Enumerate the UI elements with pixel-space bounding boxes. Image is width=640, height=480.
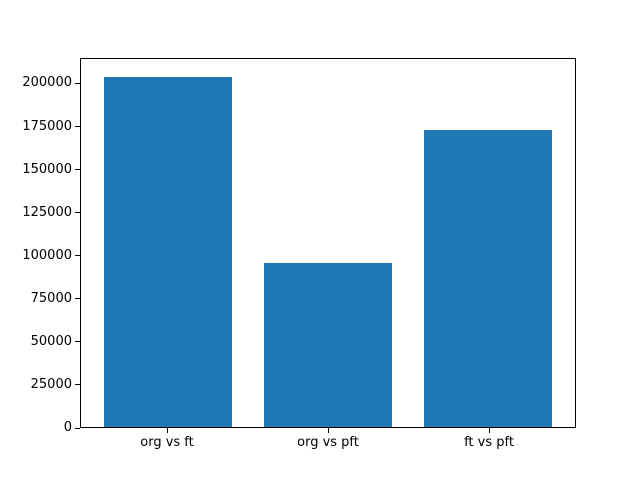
x-tick-label: org vs ft (140, 435, 194, 450)
y-tick-label: 100000 (22, 247, 72, 263)
bar-org-vs-pft (263, 263, 393, 427)
y-tick-mark (75, 341, 80, 343)
y-tick-label: 25000 (30, 376, 72, 392)
y-tick-mark (75, 212, 80, 214)
y-tick-mark (75, 427, 80, 429)
y-tick-label: 200000 (22, 75, 72, 91)
y-tick-label: 0 (63, 420, 72, 435)
y-tick-mark (75, 255, 80, 257)
x-tick-label: org vs pft (297, 435, 359, 450)
y-tick-label: 150000 (22, 161, 72, 177)
x-tick-mark (488, 428, 490, 433)
y-tick-mark (75, 126, 80, 127)
y-tick-label: 175000 (22, 118, 72, 134)
y-tick-mark (75, 169, 80, 170)
y-tick-mark (75, 298, 80, 300)
x-tick-label: ft vs pft (464, 435, 514, 450)
y-tick-label: 50000 (30, 333, 72, 349)
y-tick-mark (75, 82, 80, 84)
x-tick-mark (166, 428, 168, 433)
y-tick-mark (75, 384, 80, 386)
x-tick-mark (327, 428, 329, 433)
y-tick-label: 75000 (30, 290, 72, 306)
plot-area (80, 58, 576, 428)
bar-ft-vs-pft (424, 129, 553, 427)
bar-org-vs-ft (103, 76, 232, 427)
y-tick-label: 125000 (22, 204, 72, 220)
